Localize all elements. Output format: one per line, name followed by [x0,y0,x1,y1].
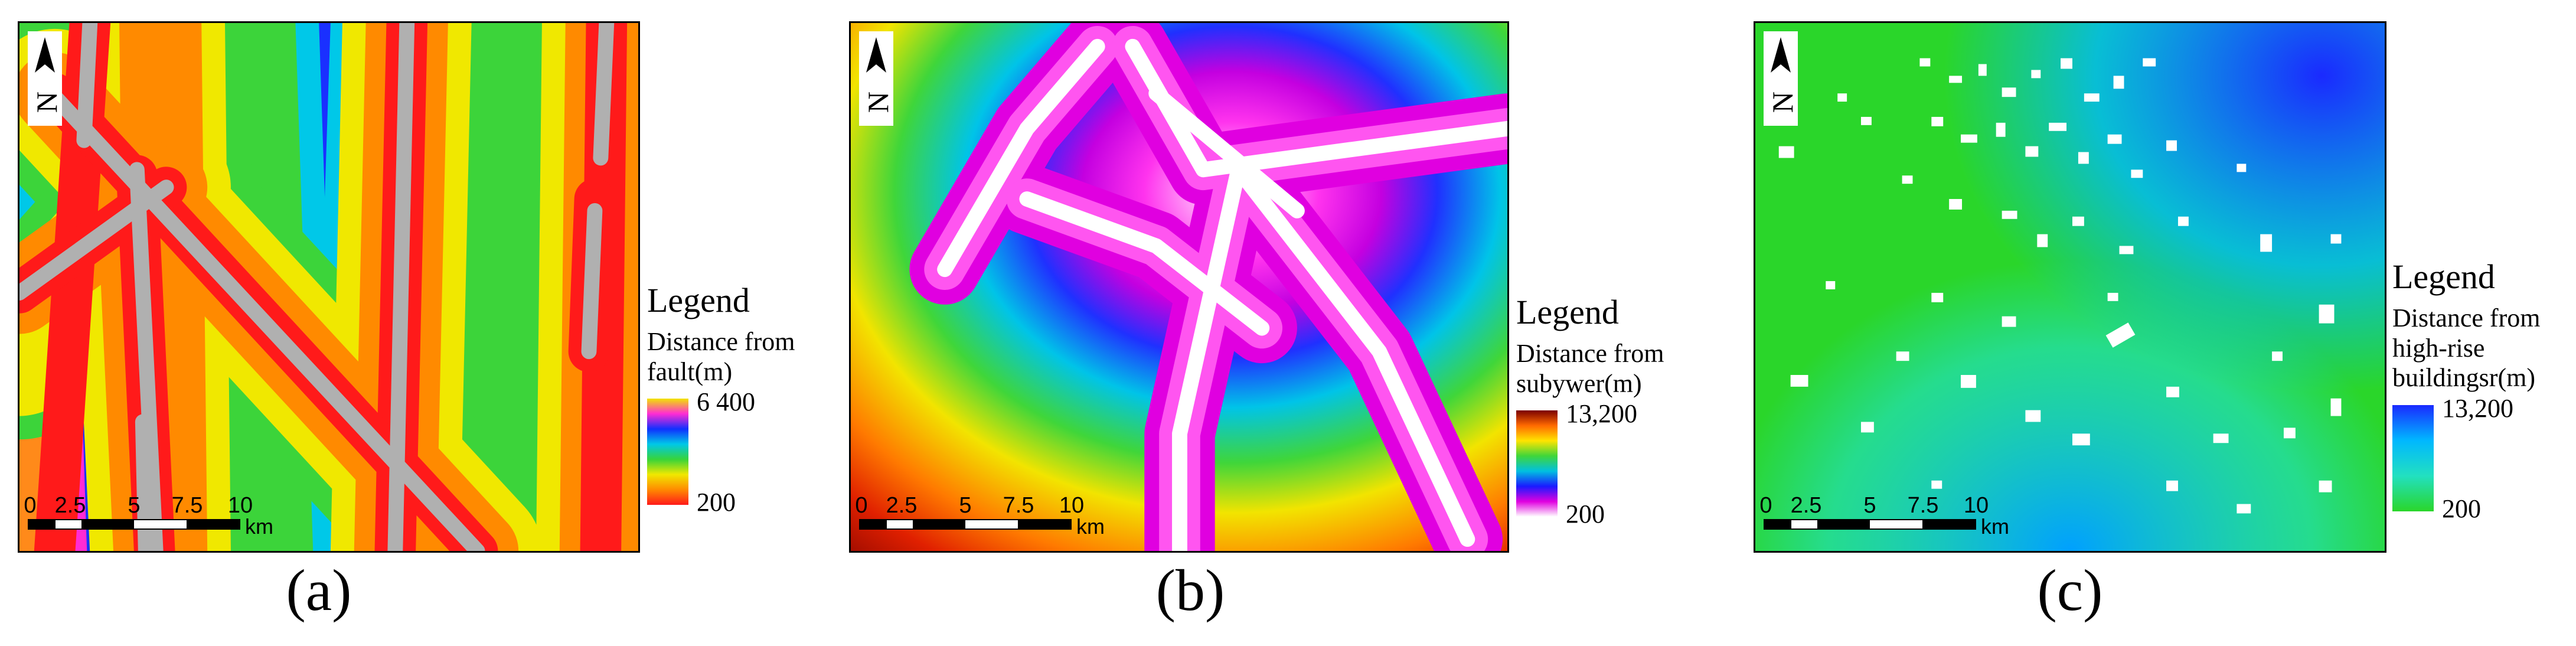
caption-a: (a) [286,557,352,623]
scale-tick: 5 [128,493,141,518]
legend-color-ramp [647,399,688,505]
legend-min-value: 200 [2442,494,2481,523]
legend-title: Legend [1516,293,1619,331]
north-arrow-icon: N [859,31,893,126]
legend-color-ramp [2392,404,2434,511]
legend-min-value: 200 [697,488,736,517]
north-letter: N [1766,92,1798,113]
legend-desc-line: Distance from [2392,304,2541,332]
legend-max-value: 13,200 [2442,393,2513,423]
scale-tick: 2.5 [54,493,86,518]
scale-tick: 2.5 [1790,493,1822,518]
legend-desc-line: buildingsr(m) [2392,363,2535,393]
fault-distance-map: N 0 2.5 5 7.5 10 km [18,21,640,553]
caption-b: (b) [1155,557,1225,623]
panel-c: N 0 2.5 5 7.5 10 km Legend Distance from… [1736,0,2576,646]
legend-desc-line: high-rise [2392,333,2485,363]
subway-lines [909,23,1507,551]
scale-tick: 7.5 [171,493,203,518]
scale-bar: 0 2.5 5 7.5 10 km [855,493,1107,540]
scale-tick: 2.5 [886,493,918,518]
panel-b: N 0 2.5 5 7.5 10 km Legend Distance from… [838,0,1724,646]
legend-title: Legend [647,281,750,319]
scale-bar: 0 2.5 5 7.5 10 km [1759,493,2012,540]
legend-color-ramp [1516,410,1558,517]
caption-c: (c) [2037,557,2103,623]
subway-distance-raster [851,23,1507,551]
legend-desc-line: subywer(m) [1516,368,1642,398]
building-distance-map: N 0 2.5 5 7.5 10 km [1754,21,2386,553]
legend-b: Legend Distance from subywer(m) 13,200 2… [1516,295,1664,528]
scale-bar: 0 2.5 5 7.5 10 km [24,493,276,540]
scale-tick: 10 [1059,493,1085,518]
north-letter: N [30,92,62,113]
scale-unit: km [245,514,273,539]
legend-description: Distance from high-rise buildingsr(m) [2392,304,2540,393]
legend-c: Legend Distance from high-rise buildings… [2392,260,2540,523]
fault-distance-raster [19,23,638,551]
legend-description: Distance from fault(m) [647,327,795,387]
scale-tick: 10 [227,493,253,518]
scale-tick: 7.5 [1907,493,1939,518]
legend-max-value: 13,200 [1566,399,1637,429]
legend-min-value: 200 [1566,500,1605,529]
legend-desc-line: Distance from [647,327,795,356]
panel-a: N 0 2.5 5 7.5 10 km Legend Distance from… [0,0,827,646]
north-arrow-icon: N [28,31,62,126]
scale-tick: 0 [24,493,37,518]
scale-tick: 10 [1963,493,1989,518]
legend-desc-line: Distance from [1516,339,1664,368]
subway-distance-map: N 0 2.5 5 7.5 10 km [849,21,1509,553]
north-letter: N [861,92,893,113]
north-arrow-icon: N [1764,31,1798,126]
legend-description: Distance from subywer(m) [1516,339,1664,399]
scale-unit: km [1076,514,1105,539]
legend-a: Legend Distance from fault(m) 6 400 200 [647,283,795,517]
scale-unit: km [1981,514,2009,539]
scale-tick: 5 [959,493,972,518]
legend-desc-line: fault(m) [647,357,733,386]
legend-max-value: 6 400 [697,387,755,417]
scale-tick: 0 [1759,493,1772,518]
scale-tick: 0 [855,493,868,518]
scale-tick: 7.5 [1003,493,1034,518]
scale-tick: 5 [1863,493,1876,518]
high-rise-building-patches [1778,58,2342,514]
legend-title: Legend [2392,257,2495,296]
building-distance-raster [1755,23,2385,551]
